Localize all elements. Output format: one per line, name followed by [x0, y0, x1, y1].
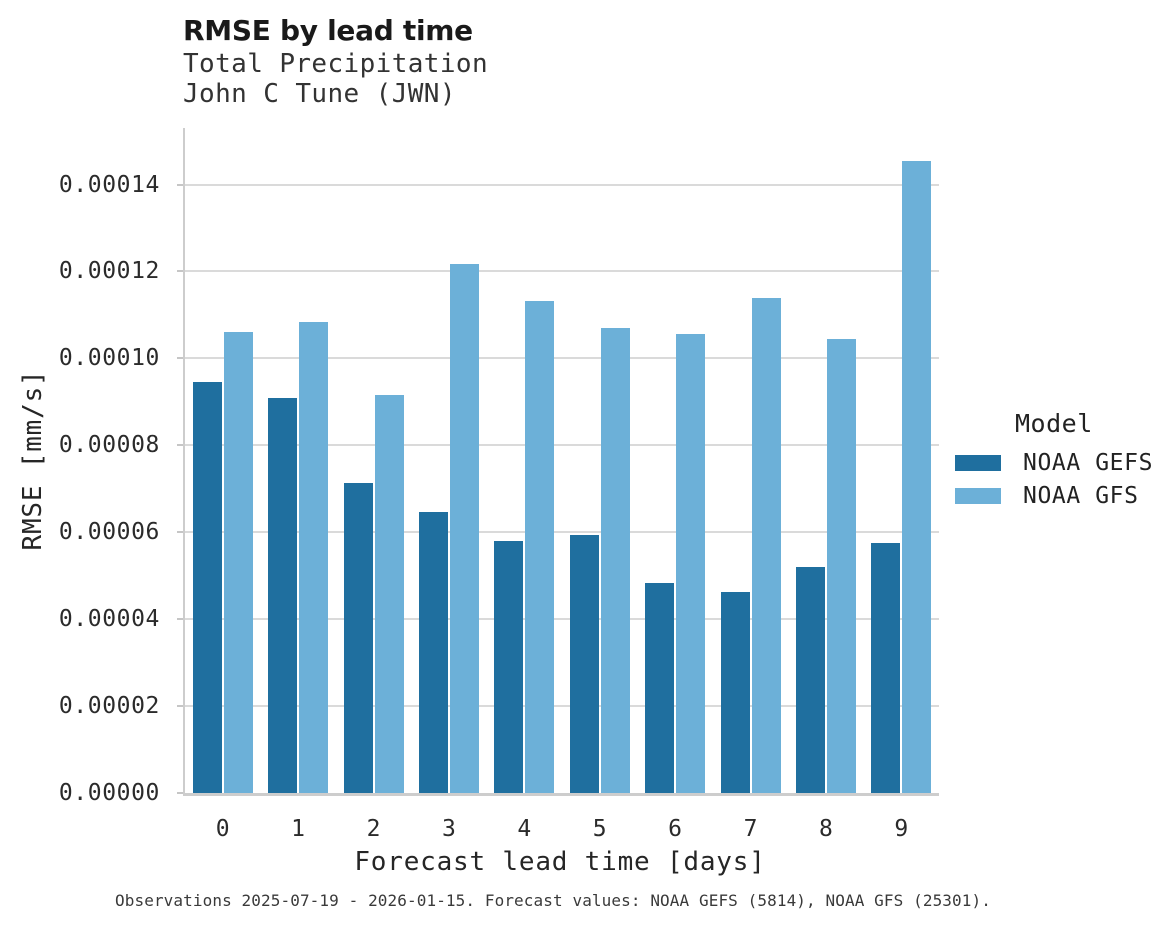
bar-gefs-lead-1 — [268, 398, 298, 793]
x-tick-label: 2 — [366, 816, 381, 842]
bar-gefs-lead-6 — [645, 583, 675, 793]
y-tick-label: 0.00008 — [58, 432, 160, 459]
bar-gfs-lead-2 — [374, 395, 404, 793]
legend-label-gfs: NOAA GFS — [1023, 482, 1139, 509]
gridline — [185, 183, 939, 186]
legend-label-gefs: NOAA GEFS — [1023, 449, 1154, 476]
bar-gefs-lead-3 — [418, 512, 448, 793]
chart-header: RMSE by lead time Total Precipitation Jo… — [183, 14, 488, 110]
bar-gefs-lead-4 — [494, 541, 524, 793]
gridline — [185, 444, 939, 447]
y-tick-label: 0.00010 — [58, 345, 160, 372]
legend-title: Model — [1015, 409, 1093, 438]
x-tick-label: 8 — [818, 816, 833, 842]
gridline — [185, 531, 939, 534]
x-tick-label: 3 — [441, 816, 456, 842]
bar-gefs-lead-8 — [795, 567, 825, 793]
bar-gefs-lead-2 — [343, 483, 373, 793]
chart-title: RMSE by lead time — [183, 14, 473, 47]
caption: Observations 2025-07-19 - 2026-01-15. Fo… — [115, 891, 991, 910]
x-tick-label: 5 — [592, 816, 607, 842]
bar-gfs-lead-3 — [449, 264, 479, 793]
bar-gefs-lead-9 — [871, 543, 901, 793]
gridline — [185, 357, 939, 360]
x-tick-label: 0 — [215, 816, 230, 842]
y-tick-mark — [177, 183, 183, 186]
bar-gfs-lead-8 — [826, 339, 856, 793]
x-tick-label: 1 — [291, 816, 306, 842]
bar-gefs-lead-5 — [569, 535, 599, 793]
chart-subtitle: Total Precipitation John C Tune (JWN) — [183, 49, 488, 109]
legend: Model NOAA GEFS NOAA GFS — [955, 410, 1173, 512]
y-tick-label: 0.00002 — [58, 693, 160, 720]
subtitle-variable: Total Precipitation — [183, 49, 489, 79]
plot-area: 0.00000 0.00002 0.00004 0.00006 0.00008 0.000… — [59, 128, 939, 842]
legend-entry-gfs: NOAA GFS — [955, 479, 1173, 512]
x-tick-label: 4 — [517, 816, 532, 842]
gridline — [185, 618, 939, 621]
x-tick-label: 7 — [743, 816, 758, 842]
y-tick-label: 0.00012 — [58, 258, 160, 285]
bar-gfs-lead-6 — [676, 334, 706, 793]
y-tick-label: 0.00014 — [58, 171, 160, 198]
y-tick-mark — [177, 792, 183, 794]
x-tick-label: 9 — [894, 816, 909, 842]
y-tick-mark — [177, 705, 183, 708]
legend-entries: NOAA GEFS NOAA GFS — [955, 446, 1173, 512]
bar-gfs-lead-4 — [525, 301, 555, 793]
gridline — [185, 705, 939, 708]
y-tick-mark — [177, 618, 183, 621]
legend-swatch-gfs-icon — [955, 487, 1001, 504]
x-tick-label: 6 — [668, 816, 683, 842]
x-axis-title: Forecast lead time [days] — [354, 847, 766, 877]
bar-gfs-lead-5 — [600, 328, 630, 793]
legend-swatch-gefs-icon — [955, 454, 1001, 471]
bar-gfs-lead-9 — [902, 161, 932, 793]
y-tick-mark — [177, 444, 183, 447]
subtitle-station: John C Tune (JWN) — [183, 79, 456, 109]
bar-gfs-lead-7 — [751, 298, 781, 793]
bar-gefs-lead-7 — [720, 592, 750, 793]
bar-gefs-lead-0 — [192, 382, 222, 793]
y-tick-label: 0.00000 — [58, 780, 160, 806]
y-tick-mark — [177, 270, 183, 273]
y-tick-mark — [177, 531, 183, 534]
bar-gfs-lead-0 — [223, 332, 253, 793]
y-tick-mark — [177, 357, 183, 360]
y-tick-label: 0.00006 — [58, 519, 160, 546]
gridline — [185, 270, 939, 273]
legend-entry-gefs: NOAA GEFS — [955, 446, 1173, 479]
y-axis-title: RMSE [mm/s] — [18, 369, 48, 551]
bar-gfs-lead-1 — [299, 322, 329, 793]
y-tick-label: 0.00004 — [58, 606, 160, 633]
